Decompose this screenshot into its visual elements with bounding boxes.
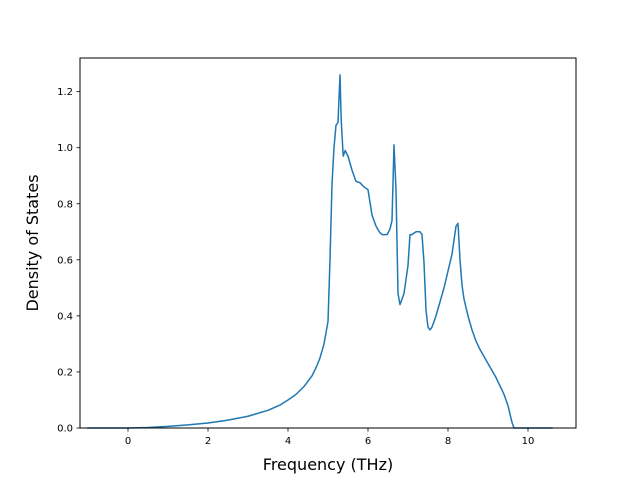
y-tick-label: 1.0 <box>57 143 73 154</box>
x-tick-label: 10 <box>522 436 535 447</box>
y-tick-label: 0.8 <box>57 199 73 210</box>
y-tick-label: 0.0 <box>57 424 73 435</box>
y-axis: 0.0 0.2 0.4 0.6 0.8 1.0 1.2 <box>57 87 80 435</box>
x-tick-label: 8 <box>445 436 451 447</box>
y-axis-label: Density of States <box>23 174 42 311</box>
y-tick-label: 0.2 <box>57 367 73 378</box>
x-tick-label: 2 <box>205 436 211 447</box>
x-axis-label: Frequency (THz) <box>263 455 393 474</box>
x-tick-label: 6 <box>365 436 371 447</box>
x-axis: 0 2 4 6 8 10 <box>125 428 535 447</box>
series-line <box>87 74 553 429</box>
y-tick-label: 0.4 <box>57 311 73 322</box>
y-tick-label: 1.2 <box>57 87 73 98</box>
plot-area <box>79 57 577 429</box>
x-tick-label: 4 <box>285 436 291 447</box>
x-tick-label: 0 <box>125 436 131 447</box>
y-tick-label: 0.6 <box>57 255 73 266</box>
axes-frame <box>79 57 577 429</box>
